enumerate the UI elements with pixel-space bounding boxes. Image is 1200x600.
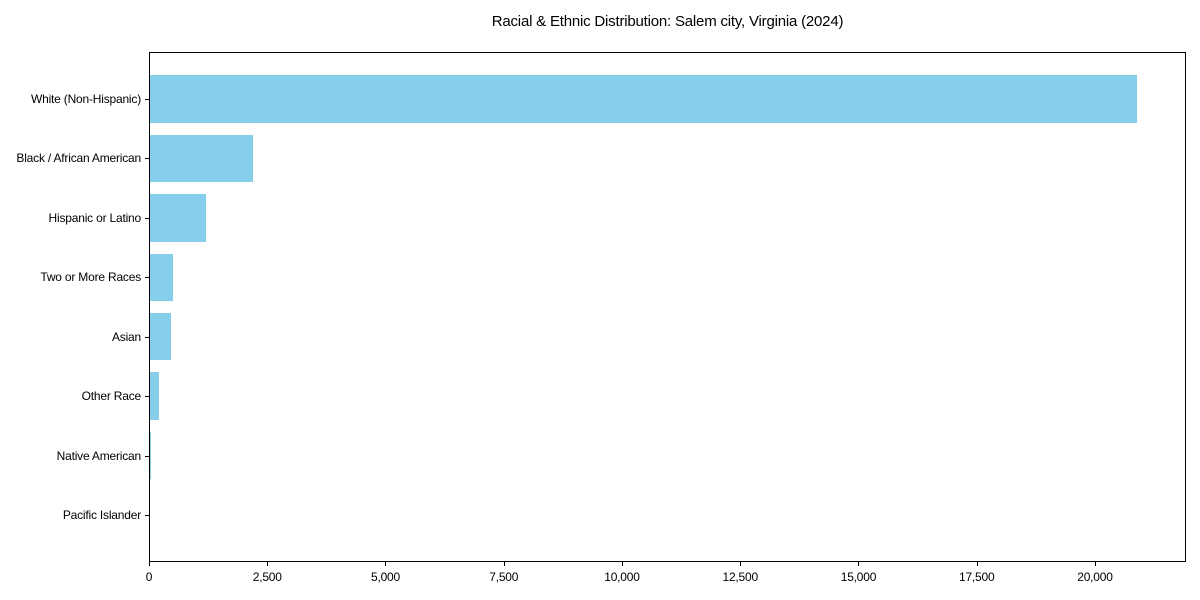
- x-tick-mark: [267, 562, 268, 566]
- y-tick-label: Native American: [56, 448, 142, 463]
- bar-two-or-more-races: [149, 253, 174, 302]
- x-tick-label: 20,000: [1077, 570, 1113, 584]
- x-tick-label: 15,000: [840, 570, 877, 584]
- x-tick-label: 12,500: [722, 570, 758, 584]
- x-tick-label: 17,500: [958, 570, 995, 584]
- x-tick-label: 7,500: [489, 570, 519, 584]
- bar-asian: [149, 312, 172, 361]
- y-tick-mark: [145, 396, 149, 397]
- y-tick-label: Other Race: [81, 389, 142, 404]
- x-tick-label: 10,000: [604, 570, 640, 584]
- y-tick-label: Hispanic or Latino: [48, 210, 142, 225]
- bar-other-race: [149, 372, 159, 420]
- y-tick-label: Asian: [111, 329, 141, 344]
- x-tick-label: 5,000: [370, 570, 400, 584]
- y-tick-mark: [145, 337, 149, 338]
- x-tick-mark: [858, 562, 859, 566]
- x-tick-mark: [977, 562, 978, 566]
- y-tick-label: White (Non-Hispanic): [30, 91, 141, 106]
- x-tick-mark: [740, 562, 741, 566]
- chart-title: Racial & Ethnic Distribution: Salem city…: [491, 13, 844, 30]
- x-tick-mark: [385, 562, 386, 566]
- bar-native-american: [149, 431, 151, 480]
- x-tick-mark: [622, 562, 623, 566]
- x-tick-label: 2,500: [252, 570, 282, 584]
- x-tick-label: 0: [145, 570, 153, 584]
- y-tick-label: Black / African American: [16, 151, 141, 166]
- plot-area: [149, 52, 1186, 562]
- y-tick-mark: [145, 456, 149, 457]
- x-tick-mark: [1095, 562, 1096, 566]
- y-tick-mark: [145, 515, 149, 516]
- y-tick-mark: [145, 99, 149, 100]
- x-tick-mark: [149, 562, 150, 566]
- y-tick-mark: [145, 277, 149, 278]
- bar-white-non-hispanic-: [149, 75, 1137, 123]
- bar-hispanic-or-latino: [149, 194, 206, 242]
- y-tick-label: Pacific Islander: [62, 508, 141, 523]
- y-tick-label: Two or More Races: [40, 270, 141, 285]
- bar-black-african-american: [149, 134, 253, 183]
- y-tick-mark: [145, 218, 149, 219]
- y-tick-mark: [145, 158, 149, 159]
- x-tick-mark: [504, 562, 505, 566]
